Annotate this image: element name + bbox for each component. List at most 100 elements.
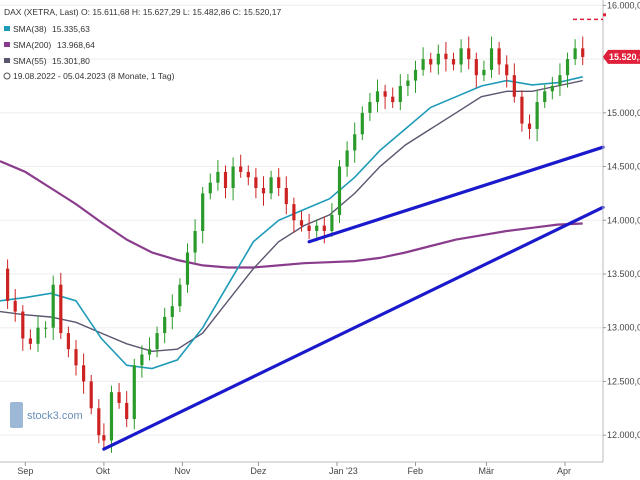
candle-body — [261, 188, 266, 194]
candle-body — [201, 193, 205, 231]
x-tick-label: Mär — [478, 466, 494, 476]
candle-body — [178, 284, 182, 307]
candle-body — [337, 166, 342, 215]
candle-body — [505, 64, 509, 76]
candle-body — [474, 59, 478, 76]
candle-body — [51, 284, 55, 328]
candle-body — [246, 171, 250, 178]
legend-title: DAX (XETRA, Last) O: 15.611,68 H: 15.627… — [4, 7, 281, 17]
candle-body — [543, 91, 547, 103]
candle-body — [193, 231, 197, 253]
candle-body — [558, 75, 562, 86]
candle-body — [208, 182, 212, 194]
watermark: stock3.com — [10, 402, 83, 428]
candle-body — [451, 59, 456, 65]
candle-body — [307, 225, 311, 231]
candle-body — [140, 354, 144, 366]
sma200-line — [0, 160, 583, 269]
candle-body — [345, 150, 349, 167]
last-price-label: 15.520,17 — [609, 52, 640, 62]
candle-body — [429, 59, 433, 65]
candle-body — [36, 327, 40, 344]
candle-body — [482, 69, 486, 76]
y-tick-label: 16.000,00 — [607, 0, 640, 10]
clock-icon — [3, 72, 11, 80]
candle-body — [125, 402, 129, 420]
candle-body — [406, 80, 410, 86]
y-tick-label: 15.000,00 — [607, 108, 640, 118]
candle-body — [163, 316, 167, 334]
stock3-logo-icon — [10, 402, 23, 428]
candle-body — [391, 96, 395, 103]
candle-body — [59, 284, 63, 334]
candle-body — [315, 225, 319, 231]
candle-body — [109, 392, 114, 441]
candle-body — [565, 59, 570, 76]
sma200-value: 13.968,64 — [57, 40, 95, 50]
sma38-swatch — [4, 26, 10, 31]
candle-body — [368, 102, 372, 113]
candle-body — [581, 48, 585, 57]
candle-body — [489, 48, 494, 70]
x-tick-label: Sep — [17, 466, 33, 476]
sma200-swatch — [4, 42, 10, 47]
candle-body — [360, 112, 364, 135]
candle-body — [459, 48, 463, 65]
candle-body — [527, 123, 532, 129]
price-candles — [6, 36, 585, 453]
y-tick-label: 12.500,00 — [607, 376, 640, 386]
y-tick-label: 14.000,00 — [607, 215, 640, 225]
x-axis: Sep Okt Nov Dez Jan '23 Feb Mär Apr — [0, 461, 603, 476]
x-tick-label: Okt — [96, 466, 111, 476]
sma38-value: 15.335,63 — [52, 24, 90, 34]
candle-body — [277, 177, 281, 189]
y-tick-label: 12.000,00 — [607, 430, 640, 440]
candle-body — [239, 166, 243, 172]
candle-body — [375, 91, 380, 103]
candle-body — [21, 311, 25, 339]
sma55-line — [0, 79, 583, 353]
x-tick-label: Jan '23 — [329, 466, 358, 476]
candle-body — [467, 48, 471, 60]
candle-body — [155, 333, 159, 350]
candle-body — [13, 300, 17, 312]
candle-body — [147, 349, 152, 355]
legend: DAX (XETRA, Last) O: 15.611,68 H: 15.627… — [3, 7, 281, 81]
last-price-tag — [603, 49, 640, 64]
candle-body — [322, 225, 326, 231]
y-tick-label: 13.500,00 — [607, 269, 640, 279]
candle-body — [444, 53, 448, 60]
x-tick-label: Dez — [250, 466, 267, 476]
candle-body — [66, 333, 71, 350]
candle-body — [330, 214, 334, 231]
candle-body — [535, 102, 539, 129]
trendline — [307, 145, 605, 244]
candle-body — [398, 85, 402, 103]
sma38-line — [0, 76, 583, 370]
y-axis: 12.000,00 12.500,00 13.000,00 13.500,00 14.0… — [602, 0, 640, 462]
candle-body — [223, 171, 228, 189]
candle-body — [102, 435, 106, 441]
dashed-level-marker — [603, 13, 606, 17]
candle-body — [89, 381, 93, 409]
candle-body — [497, 48, 501, 65]
candle-body — [97, 408, 101, 436]
candle-body — [284, 188, 288, 205]
candle-body — [299, 220, 304, 226]
candle-body — [550, 85, 554, 92]
sma200-label: SMA(200) — [13, 40, 51, 50]
candle-body — [6, 268, 10, 301]
watermark-text: stock3.com — [27, 410, 83, 422]
candle-body — [436, 53, 440, 65]
candle-body — [216, 171, 220, 183]
x-tick-label: Feb — [408, 466, 424, 476]
candle-body — [269, 177, 273, 194]
y-tick-label: 14.500,00 — [607, 162, 640, 172]
trendline — [102, 205, 605, 451]
candle-body — [292, 204, 296, 221]
candle-body — [573, 48, 577, 60]
candle-body — [413, 69, 418, 81]
candle-body — [117, 392, 121, 403]
sma55-label: SMA(55) — [13, 56, 47, 66]
